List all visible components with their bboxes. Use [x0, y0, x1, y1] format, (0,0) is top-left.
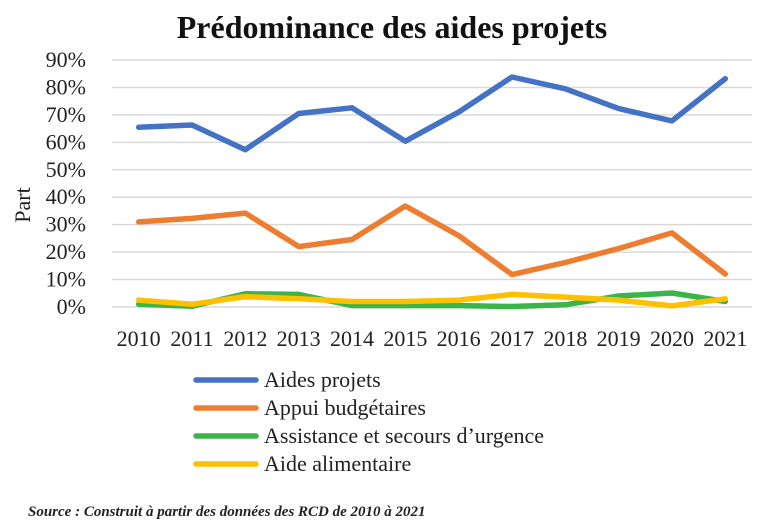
x-tick-label: 2017	[490, 326, 534, 351]
y-axis-ticks: 0%10% 20%30% 40%50% 60%70% 80%90%	[46, 47, 86, 319]
legend: Aides projets Appui budgétaires Assistance…	[193, 367, 544, 476]
x-tick-label: 2012	[223, 326, 267, 351]
series-line	[135, 291, 729, 309]
chart-title: Prédominance des aides projets	[177, 9, 607, 45]
legend-label: Appui budgétaires	[264, 395, 426, 420]
gridlines	[112, 59, 752, 308]
series-lines	[135, 74, 729, 310]
x-tick-label: 2011	[170, 326, 213, 351]
x-axis-ticks: 2010 2011 2012 2013 2014 2015 2016 2017 2018 2019…	[117, 326, 748, 351]
x-tick-label: 2010	[117, 326, 161, 351]
x-tick-label: 2015	[383, 326, 427, 351]
y-tick-label: 20%	[46, 239, 86, 264]
y-tick-label: 30%	[46, 212, 86, 237]
y-axis-label: Part	[10, 187, 35, 222]
y-tick-label: 80%	[46, 74, 86, 99]
y-tick-label: 90%	[46, 47, 86, 72]
legend-label: Aides projets	[264, 367, 381, 392]
x-tick-label: 2018	[543, 326, 587, 351]
y-tick-label: 40%	[46, 184, 86, 209]
y-tick-label: 50%	[46, 157, 86, 182]
legend-label: Aide alimentaire	[264, 451, 411, 476]
legend-label: Assistance et secours d’urgence	[264, 423, 544, 448]
y-tick-label: 0%	[57, 294, 86, 319]
series-line	[135, 203, 729, 278]
source-note: Source : Construit à partir des données …	[28, 504, 426, 520]
x-tick-label: 2019	[597, 326, 641, 351]
x-tick-label: 2016	[437, 326, 481, 351]
x-tick-label: 2021	[703, 326, 747, 351]
x-tick-label: 2020	[650, 326, 694, 351]
series-line	[135, 74, 729, 153]
x-tick-label: 2013	[277, 326, 321, 351]
y-tick-label: 10%	[46, 267, 86, 292]
y-tick-label: 60%	[46, 129, 86, 154]
y-tick-label: 70%	[46, 102, 86, 127]
x-tick-label: 2014	[330, 326, 374, 351]
